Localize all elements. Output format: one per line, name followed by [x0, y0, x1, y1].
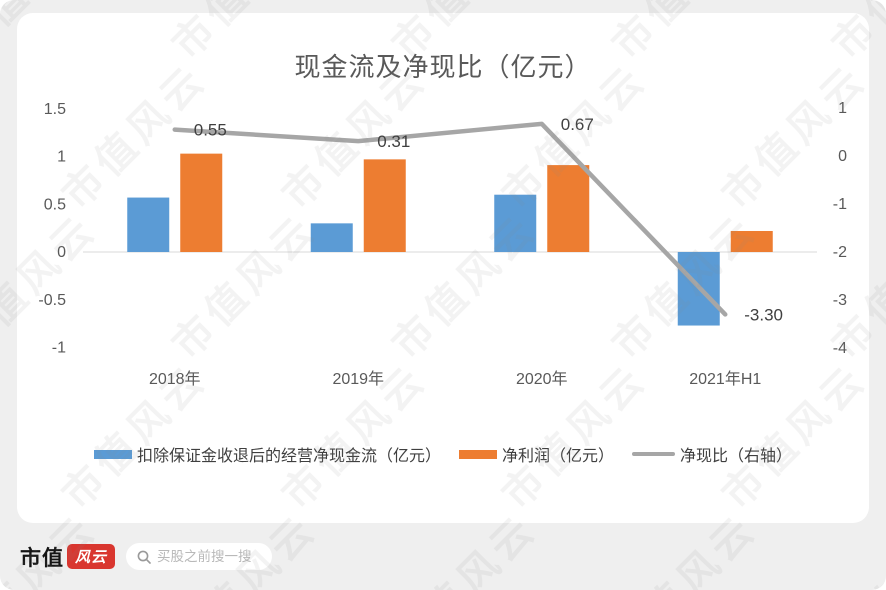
left-axis-tick: 1.5: [44, 101, 66, 118]
right-axis-tick: -2: [833, 244, 847, 261]
legend-line-swatch-gray: [632, 452, 675, 456]
right-axis-tick: -4: [833, 340, 847, 357]
x-axis-label: 2021年H1: [689, 370, 761, 388]
x-axis-label: 2019年: [332, 370, 384, 388]
x-axis-label: 2020年: [516, 370, 568, 388]
right-axis-tick: -3: [833, 292, 847, 309]
search-icon: [137, 550, 151, 564]
line-data-label: 0.55: [194, 121, 227, 140]
legend-item-operating-cashflow: 扣除保证金收退后的经营净现金流（亿元）: [93, 442, 441, 466]
right-axis-tick: 1: [838, 100, 847, 117]
legend-item-net-cash-ratio: 净现比（右轴）: [632, 442, 792, 466]
bar-series-1-cat-3: [730, 230, 773, 252]
chart-card: 现金流及净现比（亿元） 1.5 1 0.5 0 -0.5 -1 1 0 -1 -2 -3 -4 2018…: [17, 13, 869, 523]
search-input[interactable]: [157, 549, 267, 564]
left-axis-tick: 0: [57, 244, 66, 261]
bar-series-1-cat-1: [363, 159, 406, 252]
right-axis-tick: 0: [838, 148, 847, 165]
bar-series-0-cat-0: [127, 197, 170, 252]
legend-swatch-blue: [93, 449, 132, 459]
search-box[interactable]: [126, 543, 272, 570]
line-data-label: 0.67: [561, 115, 594, 134]
left-axis-tick: 1: [57, 149, 66, 166]
bar-series-1-cat-2: [547, 165, 590, 252]
chart-title: 现金流及净现比（亿元）: [294, 52, 592, 82]
bar-series-1-cat-0: [180, 153, 223, 252]
left-axis-tick: -0.5: [38, 292, 66, 309]
left-axis-tick: -1: [52, 340, 66, 357]
legend-label: 扣除保证金收退后的经营净现金流（亿元）: [136, 448, 441, 465]
left-axis-tick: 0.5: [44, 196, 66, 213]
bar-series-0-cat-2: [494, 194, 537, 252]
x-axis-label: 2018年: [149, 370, 201, 388]
net-cash-ratio-line: [172, 121, 728, 317]
legend-label: 净现比（右轴）: [680, 448, 793, 465]
line-data-label: 0.31: [377, 132, 410, 151]
chart-legend: 扣除保证金收退后的经营净现金流（亿元） 净利润（亿元） 净现比（右轴）: [17, 442, 869, 466]
legend-item-net-profit: 净利润（亿元）: [458, 442, 614, 466]
line-data-label: -3.30: [744, 305, 783, 324]
bar-series-0-cat-1: [310, 223, 353, 252]
brand-text: 市值: [20, 546, 64, 570]
brand-logo-fengyun: 风云: [67, 544, 115, 569]
legend-swatch-orange: [458, 449, 497, 459]
right-axis-tick: -1: [833, 196, 847, 213]
cashflow-combo-chart: 1.5 1 0.5 0 -0.5 -1 1 0 -1 -2 -3 -4 2018年 2019年 2020年 2…: [38, 100, 847, 388]
legend-label: 净利润（亿元）: [501, 448, 614, 465]
footer-bar: 市值 风云: [0, 523, 886, 590]
